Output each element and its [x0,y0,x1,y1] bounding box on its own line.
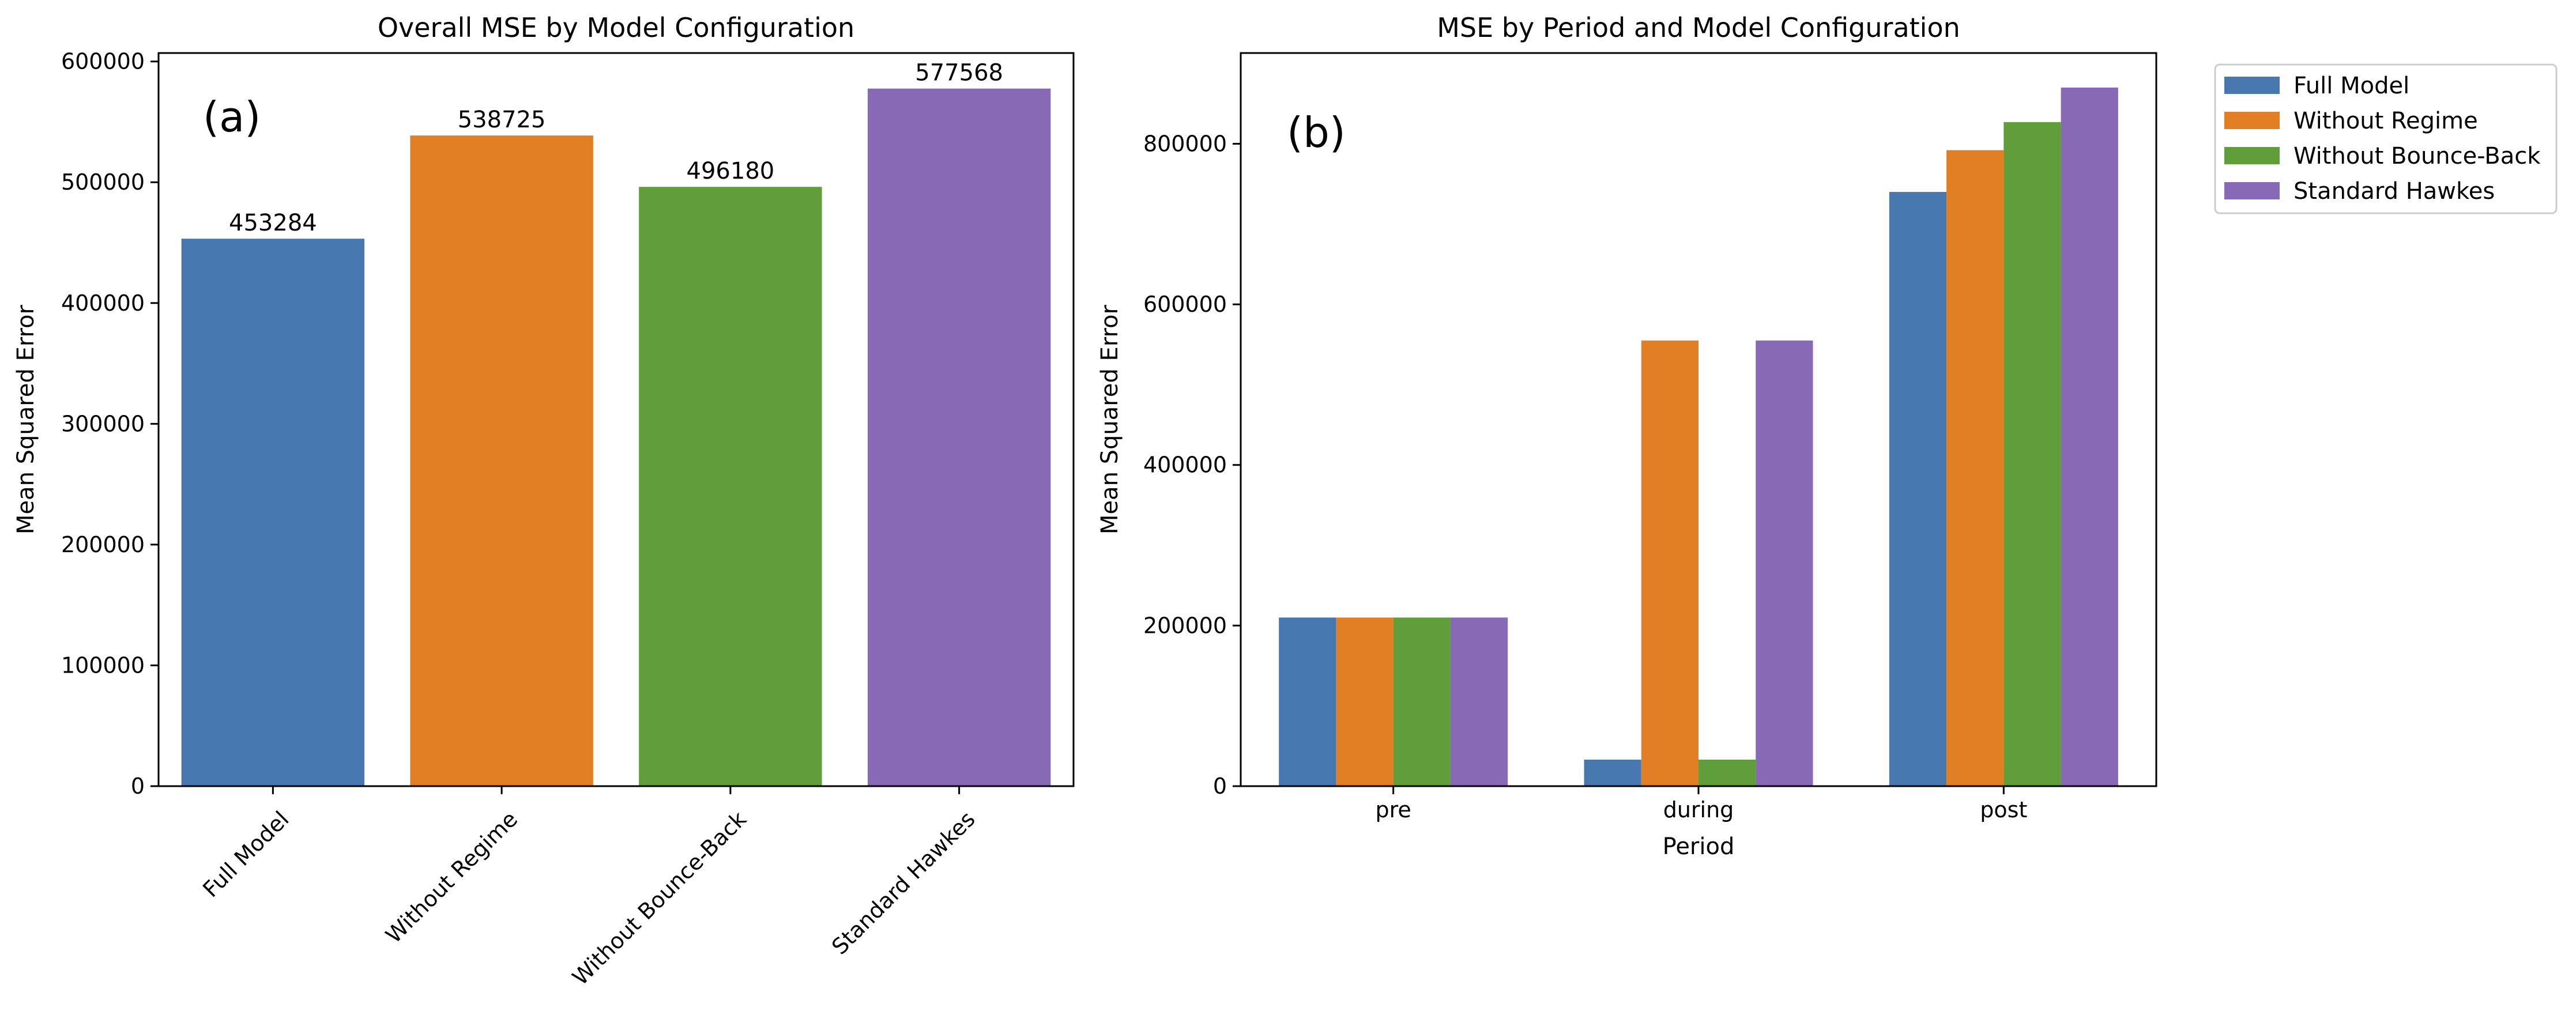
y-tick-label: 800000 [1143,131,1227,156]
legend-swatch-standard-hawkes [2224,182,2280,199]
legend-label-without-regime: Without Regime [2293,108,2478,134]
bar-without-bounce-back [639,187,822,787]
x-tick-label-without-bounce-back: Without Bounce-Back [567,806,751,990]
chart-a-panel-label: (a) [203,93,261,141]
bar-post-without-regime [1946,150,2004,786]
legend-label-without-bounce-back: Without Bounce-Back [2293,143,2541,169]
x-tick-label-during: during [1663,797,1734,822]
legend-items: Full Model Without Regime Without Bounce-B… [2224,73,2541,205]
data-label-without-regime: 538725 [458,107,546,133]
y-tick-label: 300000 [61,411,145,436]
chart-b-panel-label: (b) [1287,108,1346,157]
chart-b-x-ticks: pre during post [1376,786,2027,822]
chart-b: MSE by Period and Model Configuration Me… [1097,12,2157,860]
legend-swatch-without-regime [2224,112,2280,129]
chart-b-y-axis-label: Mean Squared Error [1097,304,1123,534]
bar-pre-full-model [1279,617,1336,786]
chart-b-x-axis-label: Period [1663,833,1735,860]
x-tick-label-full-model: Full Model [198,806,293,902]
x-tick-label-post: post [1980,797,2027,822]
chart-a-title: Overall MSE by Model Configuration [378,12,854,43]
bar-without-regime [410,135,593,786]
legend-swatch-without-bounce-back [2224,147,2280,164]
y-tick-label: 400000 [61,290,145,316]
y-tick-label: 200000 [61,532,145,557]
legend-swatch-full-model [2224,77,2280,94]
chart-b-bars [1279,87,2118,787]
y-tick-label: 500000 [61,169,145,195]
legend-label-standard-hawkes: Standard Hawkes [2293,178,2495,205]
y-tick-label: 200000 [1143,613,1227,638]
bar-pre-without-bounce-back [1393,617,1451,786]
bar-full-model [181,239,365,786]
y-tick-label: 600000 [61,49,145,74]
legend-label-full-model: Full Model [2293,73,2409,99]
y-tick-label: 0 [1213,773,1227,799]
chart-a-y-axis-label: Mean Squared Error [13,304,39,534]
chart-a-frame [157,52,1075,787]
bar-post-without-bounce-back [2003,122,2061,786]
chart-a-y-ticks: 0 100000 200000 300000 400000 500000 600000 [61,49,159,799]
data-label-without-bounce-back: 496180 [687,158,775,184]
chart-a-bars [181,88,1051,787]
data-label-full-model: 453284 [229,210,317,236]
bar-post-standard-hawkes [2061,87,2118,787]
bar-pre-without-regime [1336,617,1394,786]
chart-b-title: MSE by Period and Model Configuration [1437,12,1960,43]
y-tick-label: 0 [131,773,145,799]
bar-during-without-regime [1641,340,1698,786]
bar-post-full-model [1889,192,1947,787]
legend-box [2214,63,2558,214]
y-tick-label: 600000 [1143,292,1227,317]
x-tick-label-pre: pre [1376,797,1411,822]
x-tick-label-without-regime: Without Regime [381,806,522,948]
x-tick-label-standard-hawkes: Standard Hawkes [827,806,980,960]
bar-standard-hawkes [867,88,1051,787]
chart-b-y-ticks: 0 200000 400000 600000 800000 [1143,131,1241,799]
chart-a-data-labels: 453284 538725 496180 577568 [229,60,1003,236]
y-tick-label: 400000 [1143,452,1227,478]
bar-pre-standard-hawkes [1450,617,1508,786]
data-label-standard-hawkes: 577568 [915,60,1003,86]
bar-during-standard-hawkes [1756,340,1813,786]
chart-a-x-ticks: Full Model Without Regime Without Bounce-B… [198,786,980,990]
y-tick-label: 100000 [61,652,145,678]
chart-a: Overall MSE by Model Configuration Mean … [13,12,1075,990]
bar-during-without-bounce-back [1698,760,1756,786]
chart-b-legend: Full Model Without Regime Without Bounce-B… [2214,63,2558,214]
chart-b-frame [1240,52,2157,787]
bar-during-full-model [1584,760,1641,786]
